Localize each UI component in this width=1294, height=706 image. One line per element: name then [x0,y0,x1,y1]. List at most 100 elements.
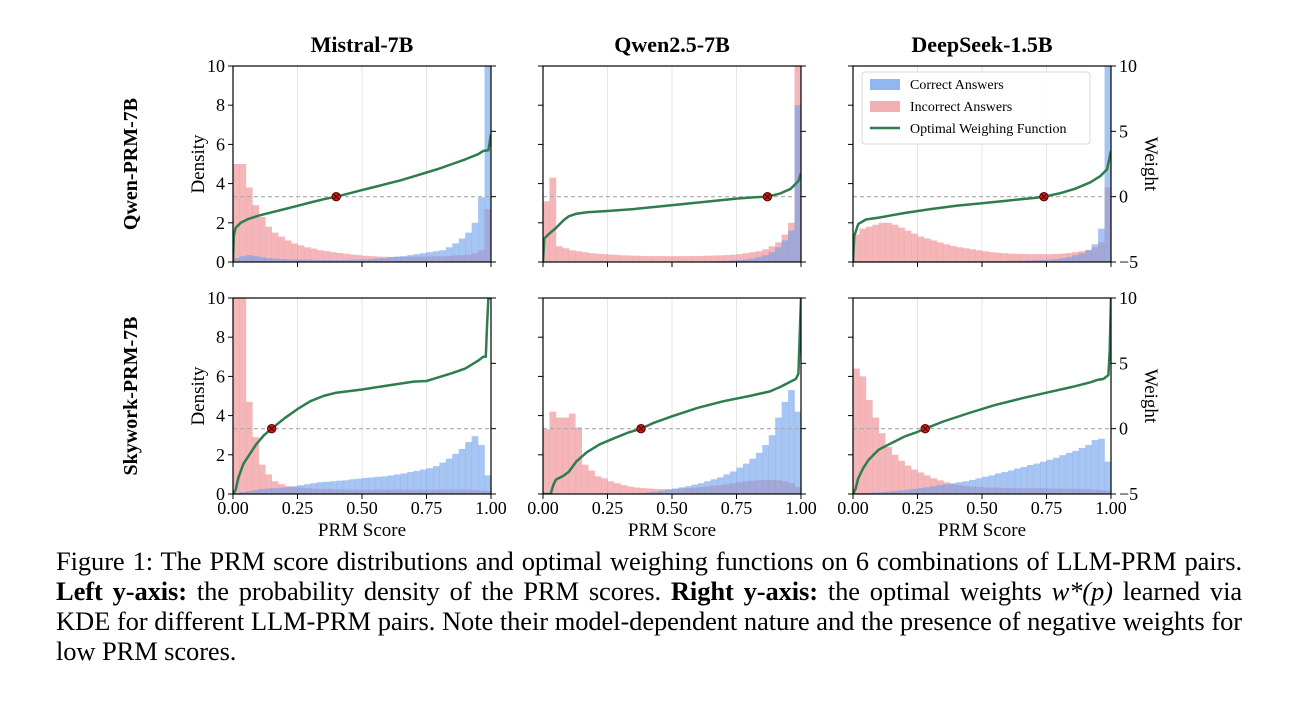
bar-correct [1033,260,1041,262]
bar-incorrect [316,250,324,262]
bar-correct [439,250,447,262]
bar-correct [400,473,408,494]
bar-correct [781,240,789,262]
bar-correct [684,486,692,494]
bar-correct [271,488,279,494]
bar-correct [381,476,389,494]
bar-correct [355,478,363,494]
left-tick-label: 8 [216,95,225,115]
bar-incorrect [923,238,931,262]
bar-correct [368,477,376,494]
bar-correct [1078,447,1086,494]
xlabel-col1: PRM Score [628,520,716,540]
bar-correct [994,473,1002,494]
bar-correct [297,259,305,262]
panel-r0-c2: −5 0 5 10 [848,56,1138,272]
bar-incorrect [878,433,886,494]
histograms [233,66,491,262]
bar-incorrect [271,232,279,262]
bar-incorrect [969,249,976,262]
bar-correct [316,260,324,262]
bar-correct [962,481,970,494]
bar-correct [646,492,653,494]
bar-correct [1104,461,1111,494]
bar-correct [258,257,266,262]
bar-correct [239,256,247,262]
bar-incorrect [859,376,867,494]
figure-grid: Mistral-7B Qwen2.5-7B DeepSeek-1.5B Qwen… [120,32,1161,540]
x-tick-label: 0.50 [346,498,378,518]
bar-correct [917,488,925,494]
bar-correct [659,490,666,494]
bar-correct [1085,445,1092,494]
right-tick-label: 10 [1119,288,1137,308]
bar-correct [730,471,737,494]
x-tick-label: 0.50 [656,498,688,518]
bar-correct [323,481,331,494]
bar-incorrect [943,244,951,262]
bar-correct [697,483,705,494]
weight-curve [853,150,1111,262]
legend-label-weight: Optimal Weighing Function [910,122,1067,137]
bar-incorrect [575,251,582,262]
bar-correct [420,469,427,494]
histograms [853,368,1111,494]
bar-incorrect [594,476,602,494]
bar-correct [278,259,285,262]
bar-correct [374,476,382,494]
bar-incorrect [607,481,615,494]
bar-incorrect [265,226,272,262]
panel-r1-c1: 0.00 0.25 0.50 0.75 1.00 [527,297,817,518]
bar-correct [445,458,453,494]
bar-incorrect [1033,254,1041,262]
bar-incorrect [865,226,873,262]
bar-correct [284,487,292,494]
bar-correct [1014,468,1021,494]
left-tick-label: 0 [216,252,225,272]
bar-incorrect [581,464,589,494]
bar-incorrect [678,256,686,262]
bar-correct [1098,438,1105,494]
bar-correct [239,492,247,494]
left-tick-label: 10 [207,288,225,308]
bar-correct [936,485,944,494]
bar-incorrect [549,411,557,494]
bar-incorrect [697,255,705,262]
bar-correct [911,488,918,494]
bar-correct [245,491,253,494]
x-tick-label: 0.00 [217,498,249,518]
bar-incorrect [233,164,240,262]
bar-correct [930,486,938,494]
col-title-deepseek: DeepSeek-1.5B [911,32,1052,57]
bar-correct [742,463,750,494]
bar-correct [439,462,447,494]
caption-right-text-post: learned via KDE for different LLM-PRM pa… [56,576,1242,666]
bar-incorrect [717,255,724,262]
weight-curve [853,298,1111,494]
bar-incorrect [659,256,666,262]
bar-correct [1040,461,1047,494]
bar-correct [252,490,260,494]
bar-incorrect [594,253,602,262]
x-tick-label: 0.25 [902,498,934,518]
bar-incorrect [904,465,912,494]
left-tick-label: 8 [216,327,225,347]
bar-correct [710,479,718,494]
bar-incorrect [704,255,711,262]
bar-incorrect [555,417,563,494]
bar-correct [736,260,744,262]
x-tick-label: 0.75 [411,498,443,518]
row-label-qwen-prm: Qwen-PRM-7B [120,98,142,230]
bar-correct [872,492,880,494]
bar-correct [452,453,460,494]
bar-correct [1098,228,1105,262]
ylabel-right-row0: Weight [1140,137,1161,192]
bar-correct [362,259,369,262]
bar-correct [1072,450,1080,494]
bar-correct [458,448,466,494]
bar-correct [1040,260,1047,262]
bar-correct [704,481,711,494]
bar-correct [310,483,318,494]
right-tick-label: 0 [1119,187,1128,207]
bar-incorrect [904,230,912,262]
